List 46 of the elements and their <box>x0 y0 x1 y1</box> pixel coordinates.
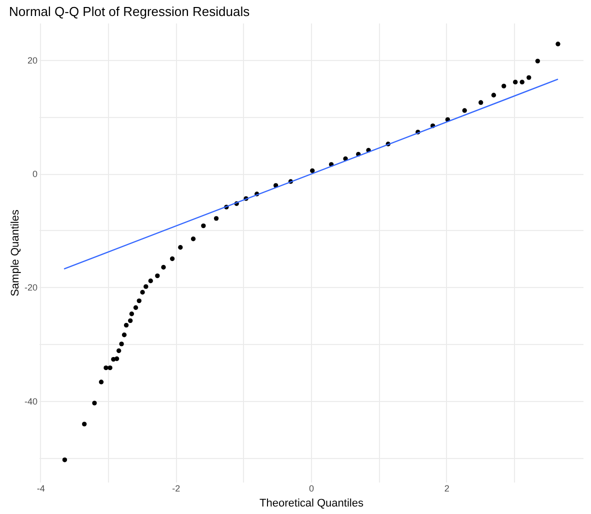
x-axis-title: Theoretical Quantiles <box>260 498 364 510</box>
point <box>462 108 467 113</box>
point <box>512 80 518 84</box>
point <box>108 365 112 370</box>
point <box>491 92 496 98</box>
point <box>140 290 145 295</box>
point <box>155 273 160 278</box>
point <box>136 298 142 304</box>
point <box>161 264 166 270</box>
point <box>124 322 129 328</box>
y-tick-label: 0 <box>32 169 38 180</box>
point <box>478 100 484 105</box>
point <box>119 342 124 346</box>
point <box>170 256 175 262</box>
point <box>190 236 196 242</box>
x-tick-label: 0 <box>308 484 314 494</box>
point <box>62 458 68 462</box>
point <box>144 284 148 289</box>
x-tick-label: -2 <box>172 484 180 494</box>
point <box>133 305 138 310</box>
point <box>214 216 219 221</box>
point <box>201 223 206 228</box>
point <box>501 84 506 88</box>
y-axis-title: Sample Quantiles <box>9 209 22 296</box>
y-tick-label: -20 <box>24 282 38 293</box>
y-tick-label: 20 <box>27 55 38 66</box>
point <box>535 58 540 64</box>
chart-title: Normal Q-Q Plot of Regression Residuals <box>8 4 250 19</box>
point <box>98 380 104 384</box>
point <box>556 42 560 46</box>
point <box>114 356 120 362</box>
point <box>129 312 134 316</box>
point <box>148 278 153 284</box>
point <box>526 75 532 80</box>
point <box>122 332 127 338</box>
point <box>92 400 97 406</box>
point <box>128 318 133 324</box>
y-tick-label: -40 <box>24 396 38 406</box>
point <box>82 422 87 426</box>
x-tick-label: 2 <box>444 484 450 494</box>
point <box>178 245 183 250</box>
point <box>116 348 122 354</box>
point <box>310 168 315 174</box>
x-tick-label: -4 <box>36 484 45 494</box>
point <box>520 80 524 84</box>
point <box>104 365 108 370</box>
